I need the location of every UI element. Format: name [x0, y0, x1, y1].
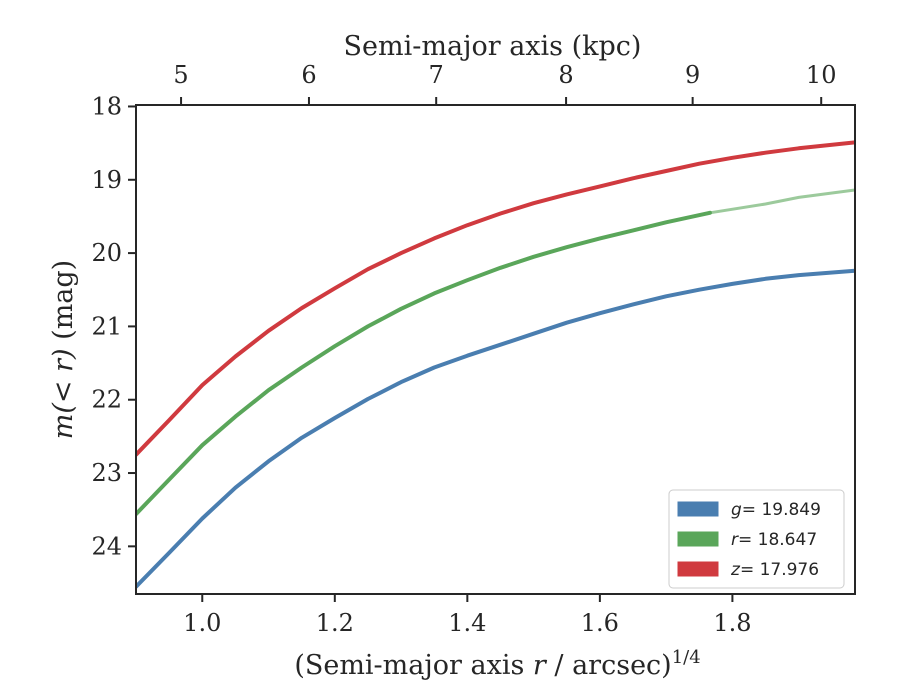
plot-area: [136, 140, 855, 589]
y-axis-ticks: 18 19 20 21 22 23 24: [91, 92, 136, 560]
legend-value: = 18.647: [738, 530, 817, 550]
top-tick-label: 5: [173, 61, 188, 89]
y-tick-label: 19: [91, 166, 122, 194]
legend-value: = 17.976: [740, 560, 819, 580]
legend-label-g: g= 19.849: [731, 500, 821, 520]
y-axis-title-unit: (mag): [48, 260, 79, 349]
x-axis-title-main: (Semi-major axis: [294, 650, 533, 681]
r-band-line-extrapolated: [709, 188, 855, 215]
y-tick-label: 23: [91, 459, 122, 487]
z-band-line: [136, 140, 855, 457]
x-axis-title-var: r: [533, 650, 548, 681]
g-band-line: [136, 268, 855, 589]
top-tick-label: 10: [806, 61, 837, 89]
plot-frame: [135, 104, 856, 595]
x-axis-ticks: 1.0 1.2 1.4 1.6 1.8: [183, 594, 751, 637]
x-tick-label: 1.0: [183, 609, 221, 637]
legend-label-r: r= 18.647: [731, 530, 817, 550]
x-axis-title-sup: 1/4: [672, 647, 701, 668]
y-tick-label: 20: [91, 239, 122, 267]
x-tick-label: 1.6: [581, 609, 619, 637]
y-tick-label: 22: [91, 386, 122, 414]
y-tick-label: 24: [91, 532, 122, 560]
y-axis-title-main: m(< r): [48, 348, 79, 439]
x-tick-label: 1.4: [448, 609, 486, 637]
top-tick-label: 6: [301, 61, 316, 89]
y-tick-label: 18: [91, 92, 122, 120]
legend-label-z: z= 17.976: [730, 560, 819, 580]
top-tick-label: 7: [429, 61, 444, 89]
x-axis-title: (Semi-major axis r / arcsec)1/4: [294, 647, 700, 681]
x-tick-label: 1.2: [316, 609, 354, 637]
top-axis-ticks: 5 6 7 8 9 10: [173, 61, 836, 105]
legend-var: z: [730, 560, 741, 580]
legend-swatch-g: [677, 501, 719, 517]
top-axis-title: Semi-major axis (kpc): [344, 31, 642, 62]
x-axis-title-rest: / arcsec): [546, 650, 672, 681]
r-band-line: [136, 210, 712, 517]
legend-var: g: [731, 500, 742, 520]
x-tick-label: 1.8: [713, 609, 751, 637]
y-axis-title: m(< r) (mag): [48, 260, 79, 439]
top-tick-label: 8: [558, 61, 573, 89]
legend-var: r: [731, 530, 739, 550]
legend-swatch-z: [677, 561, 719, 577]
legend-swatch-r: [677, 531, 719, 547]
top-tick-label: 9: [685, 61, 700, 89]
legend-value: = 19.849: [742, 500, 821, 520]
y-tick-label: 21: [91, 312, 122, 340]
